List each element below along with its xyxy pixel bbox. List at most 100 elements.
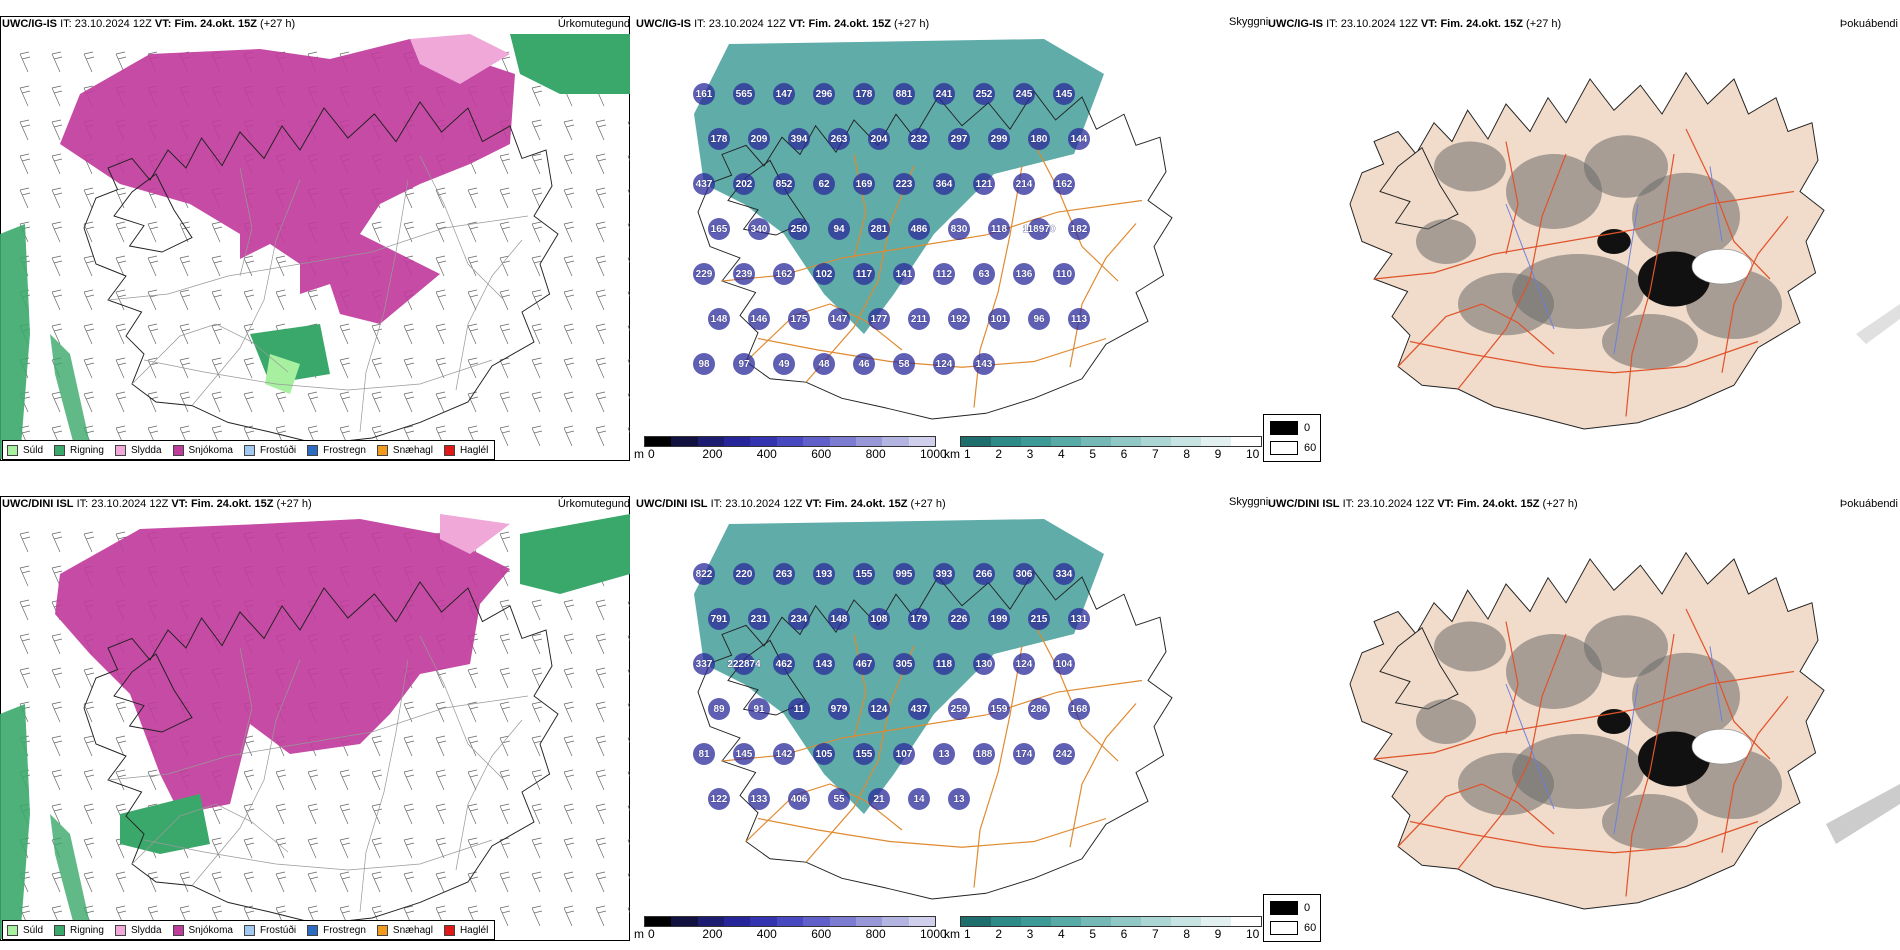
wind-barb	[531, 323, 543, 345]
height-label: 340	[751, 224, 768, 235]
height-marker	[813, 353, 835, 375]
height-marker	[1013, 83, 1035, 105]
fog-legend: 0 60	[1263, 414, 1321, 462]
height-marker	[948, 128, 970, 150]
height-marker	[828, 608, 850, 630]
height-label: 81	[698, 749, 710, 760]
wind-barb	[531, 769, 543, 791]
road-line	[1409, 820, 1759, 854]
wind-barb	[499, 255, 511, 277]
legend-label: Haglél	[459, 924, 489, 936]
wind-barb	[499, 769, 511, 791]
wind-barb	[627, 257, 630, 264]
wind-barb	[499, 425, 511, 447]
road-line	[805, 165, 915, 383]
river-line	[1505, 646, 1723, 835]
wind-barb	[499, 187, 511, 209]
wind-barb	[51, 289, 63, 311]
it-value: 23.10.2024 12Z	[1357, 498, 1435, 510]
wind-barb	[83, 803, 95, 825]
wind-barb	[499, 323, 511, 345]
wind-barb	[563, 735, 575, 757]
wind-barb	[51, 255, 63, 277]
height-marker	[813, 743, 835, 765]
vt-value: Fim. 24.okt. 15Z	[190, 498, 274, 510]
road-line	[1625, 633, 1675, 897]
wind-barb	[147, 289, 159, 311]
wind-barb	[371, 803, 383, 825]
wind-barb	[563, 667, 575, 689]
height-marker	[693, 263, 715, 285]
wind-barb	[179, 357, 191, 379]
height-marker	[868, 308, 890, 330]
sleet-area	[410, 34, 510, 84]
road-line	[1457, 153, 1567, 390]
height-marker	[1053, 263, 1075, 285]
height-marker	[813, 263, 835, 285]
panel-header: UWC/IG-IS IT: 23.10.2024 12Z VT: Fim. 24…	[2, 18, 630, 34]
wind-barb	[403, 323, 415, 345]
height-marker	[708, 698, 730, 720]
legend-swatch	[172, 444, 184, 456]
wind-barb	[19, 51, 31, 73]
height-marker	[1068, 698, 1090, 720]
snow-area	[55, 519, 510, 814]
height-marker	[1013, 743, 1035, 765]
legend-swatch	[376, 444, 388, 456]
height-label: 159	[991, 704, 1008, 715]
panel-header: UWC/DINI ISL IT: 23.10.2024 12Z VT: Fim.…	[636, 498, 1262, 514]
wind-barb	[371, 837, 383, 859]
legend-label: Súld	[23, 924, 44, 936]
height-marker	[973, 353, 995, 375]
wind-barb	[243, 255, 255, 277]
colorbar-swatch	[1111, 917, 1141, 926]
wind-barb	[83, 255, 95, 277]
height-label: 437	[911, 704, 928, 715]
height-label: 162	[776, 269, 793, 280]
road-line	[191, 179, 301, 406]
wind-barb	[531, 871, 543, 893]
wind-barb	[467, 255, 479, 277]
legend-label: Frostúði	[259, 444, 297, 456]
wind-barb	[499, 599, 511, 621]
vt-label: VT:	[154, 18, 172, 30]
wind-barb	[595, 357, 607, 379]
it-label: IT:	[1326, 18, 1338, 30]
height-label: 214	[1016, 179, 1033, 190]
wind-barb	[627, 907, 630, 914]
height-marker	[973, 263, 995, 285]
height-label: 281	[871, 224, 888, 235]
height-marker	[1028, 698, 1050, 720]
height-label: 104	[1056, 659, 1073, 670]
wind-barb	[83, 357, 95, 379]
precip-map	[0, 34, 630, 459]
height-marker	[708, 608, 730, 630]
legend-swatch	[443, 444, 455, 456]
model-name: UWC/DINI ISL	[1268, 498, 1340, 510]
wind-barb	[243, 769, 255, 791]
road-line	[1505, 621, 1519, 735]
colorbar-swatch	[991, 437, 1021, 446]
wind-barb	[627, 223, 630, 230]
wind-barb	[307, 803, 319, 825]
colorbar-tick: 0	[648, 447, 655, 461]
height-marker	[853, 353, 875, 375]
legend-item: Rigning	[54, 444, 104, 456]
iceland-map	[83, 101, 559, 445]
height-marker	[988, 128, 1010, 150]
wind-barb	[595, 599, 607, 621]
colorbar-swatch	[961, 437, 991, 446]
height-marker	[708, 308, 730, 330]
height-marker	[868, 608, 890, 630]
wind-barb	[83, 837, 95, 859]
visibility-panel: UWC/DINI ISL IT: 23.10.2024 12Z VT: Fim.…	[634, 480, 1268, 950]
wind-barb	[275, 255, 287, 277]
wind-barb	[595, 905, 607, 927]
height-label: 98	[698, 359, 710, 370]
wind-barb	[595, 701, 607, 723]
wind-barb	[531, 701, 543, 723]
height-label: 486	[911, 224, 928, 235]
wind-barb	[467, 357, 479, 379]
legend-swatch	[172, 924, 184, 936]
wind-barb	[627, 427, 630, 434]
